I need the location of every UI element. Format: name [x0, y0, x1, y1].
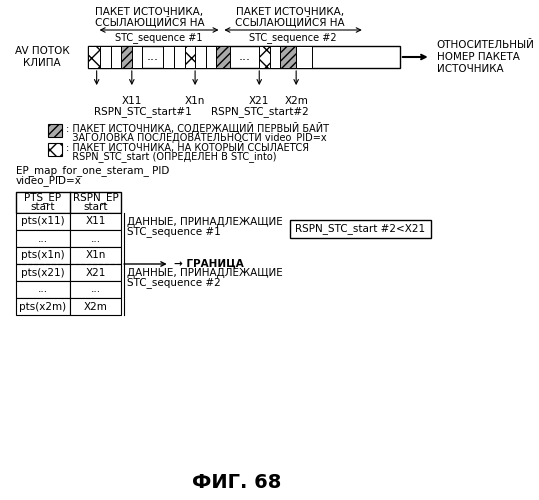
- Bar: [132, 46, 142, 68]
- Bar: [16, 298, 70, 315]
- Text: RSPN_EP: RSPN_EP: [73, 192, 119, 203]
- Bar: [88, 46, 400, 68]
- Text: ...: ...: [38, 284, 48, 294]
- Text: ЗАГОЛОВКА ПОСЛЕДОВАТЕЛЬНОСТИ video_PID=x: ЗАГОЛОВКА ПОСЛЕДОВАТЕЛЬНОСТИ video_PID=x: [66, 132, 327, 143]
- Bar: [270, 46, 280, 68]
- Bar: [70, 264, 121, 281]
- Bar: [259, 46, 270, 68]
- Bar: [100, 46, 110, 68]
- Text: ...: ...: [147, 50, 159, 64]
- Text: start: start: [31, 202, 56, 212]
- Text: X21: X21: [86, 268, 106, 278]
- Text: ДАННЫЕ, ПРИНАДЛЕЖАЩИЕ: ДАННЫЕ, ПРИНАДЛЕЖАЩИЕ: [127, 268, 282, 278]
- Text: ПАКЕТ ИСТОЧНИКА,: ПАКЕТ ИСТОЧНИКА,: [95, 7, 203, 17]
- Text: X2m: X2m: [284, 96, 308, 106]
- Text: start: start: [84, 202, 108, 212]
- Bar: [290, 220, 431, 238]
- Text: RSPN_STC_start (ОПРЕДЕЛЕН В STC_into): RSPN_STC_start (ОПРЕДЕЛЕН В STC_into): [66, 152, 277, 162]
- Bar: [88, 46, 100, 68]
- Text: ...: ...: [91, 284, 101, 294]
- Text: STC_sequence #1: STC_sequence #1: [115, 32, 203, 44]
- Text: ДАННЫЕ, ПРИНАДЛЕЖАЩИЕ: ДАННЫЕ, ПРИНАДЛЕЖАЩИЕ: [127, 216, 282, 226]
- Text: pts(x1n): pts(x1n): [21, 250, 65, 260]
- Text: ССЫЛАЮЩИЙСЯ НА: ССЫЛАЮЩИЙСЯ НА: [235, 15, 345, 27]
- Text: ...: ...: [238, 50, 250, 64]
- Bar: [163, 46, 174, 68]
- Text: RSPN_STC_start#1: RSPN_STC_start#1: [94, 106, 192, 118]
- Bar: [206, 46, 216, 68]
- Bar: [70, 247, 121, 264]
- Text: X21: X21: [249, 96, 270, 106]
- Text: AV ПОТОК
КЛИПА: AV ПОТОК КЛИПА: [15, 46, 70, 68]
- Text: ...: ...: [38, 234, 48, 243]
- Text: X1n: X1n: [185, 96, 205, 106]
- Text: X11: X11: [86, 216, 106, 226]
- Bar: [70, 230, 121, 247]
- Text: X11: X11: [122, 96, 142, 106]
- Bar: [280, 46, 296, 68]
- Bar: [110, 46, 121, 68]
- Text: ССЫЛАЮЩИЙСЯ НА: ССЫЛАЮЩИЙСЯ НА: [94, 15, 204, 27]
- Bar: [216, 46, 230, 68]
- Text: : ПАКЕТ ИСТОЧНИКА, СОДЕРЖАЩИЙ ПЕРВЫЙ БАЙТ: : ПАКЕТ ИСТОЧНИКА, СОДЕРЖАЩИЙ ПЕРВЫЙ БАЙ…: [66, 122, 329, 134]
- Bar: [70, 298, 121, 315]
- Bar: [16, 230, 70, 247]
- Bar: [16, 281, 70, 298]
- Text: STC_sequence #2: STC_sequence #2: [249, 32, 336, 44]
- Bar: [16, 213, 70, 230]
- Text: : ПАКЕТ ИСТОЧНИКА, НА КОТОРЫЙ ССЫЛАЕТСЯ: : ПАКЕТ ИСТОЧНИКА, НА КОТОРЫЙ ССЫЛАЕТСЯ: [66, 142, 309, 152]
- Text: X1n: X1n: [86, 250, 106, 260]
- Bar: [174, 46, 184, 68]
- Bar: [195, 46, 206, 68]
- Bar: [16, 192, 121, 213]
- Text: ФИГ. 68: ФИГ. 68: [192, 472, 281, 492]
- Text: ...: ...: [91, 234, 101, 243]
- Bar: [49, 124, 63, 137]
- Text: PTS_EP: PTS_EP: [24, 192, 61, 203]
- Bar: [70, 213, 121, 230]
- Text: ПАКЕТ ИСТОЧНИКА,: ПАКЕТ ИСТОЧНИКА,: [236, 7, 344, 17]
- Bar: [184, 46, 195, 68]
- Text: STC_sequence #2: STC_sequence #2: [127, 277, 220, 288]
- Bar: [16, 264, 70, 281]
- Text: RSPN_STC_start #2<X21: RSPN_STC_start #2<X21: [295, 223, 425, 234]
- Bar: [70, 281, 121, 298]
- Text: EP_map_for_one_steram_ PID: EP_map_for_one_steram_ PID: [16, 166, 169, 176]
- Bar: [16, 247, 70, 264]
- Text: → ГРАНИЦА: → ГРАНИЦА: [174, 259, 244, 269]
- Text: X2m: X2m: [84, 302, 108, 312]
- Text: pts(x11): pts(x11): [21, 216, 65, 226]
- Text: STC_sequence #1: STC_sequence #1: [127, 226, 220, 237]
- Bar: [121, 46, 132, 68]
- Text: pts(x21): pts(x21): [21, 268, 65, 278]
- Bar: [296, 46, 312, 68]
- Text: pts(x2m): pts(x2m): [19, 302, 67, 312]
- Text: video_PID=x: video_PID=x: [16, 176, 82, 186]
- Bar: [49, 143, 63, 156]
- Text: RSPN_STC_start#2: RSPN_STC_start#2: [211, 106, 309, 118]
- Text: ОТНОСИТЕЛЬНЫЙ
НОМЕР ПАКЕТА
ИСТОЧНИКА: ОТНОСИТЕЛЬНЫЙ НОМЕР ПАКЕТА ИСТОЧНИКА: [437, 40, 535, 74]
